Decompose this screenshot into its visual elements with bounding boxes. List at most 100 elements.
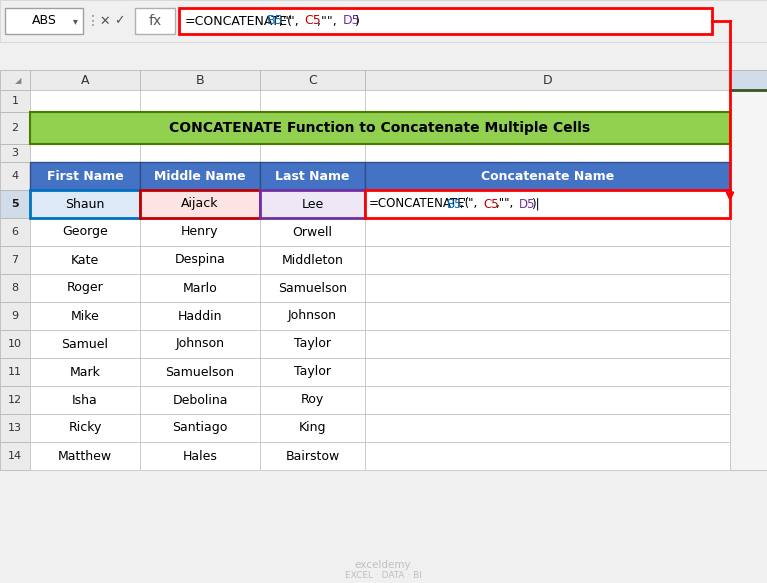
Text: B5: B5 [447, 198, 463, 210]
Bar [30, 190, 140, 218]
Text: Samuelson: Samuelson [278, 282, 347, 294]
Bar [365, 246, 730, 274]
Bar [140, 190, 260, 218]
Bar [0, 0, 767, 42]
Bar [365, 414, 730, 442]
Text: Mike: Mike [71, 310, 100, 322]
Text: Shaun: Shaun [65, 198, 104, 210]
Bar [0, 112, 30, 144]
Bar [260, 246, 365, 274]
Text: ⋮: ⋮ [86, 14, 100, 28]
Text: Roger: Roger [67, 282, 104, 294]
Bar [140, 414, 260, 442]
Bar [260, 144, 365, 162]
Text: ,"",: ,"", [318, 15, 337, 27]
Text: Lee: Lee [301, 198, 324, 210]
Bar [365, 442, 730, 470]
Bar [260, 442, 365, 470]
Text: Middleton: Middleton [281, 254, 344, 266]
Text: EXCEL · DATA · BI: EXCEL · DATA · BI [344, 571, 421, 580]
Text: ✓: ✓ [114, 15, 124, 27]
Bar [30, 414, 140, 442]
Text: CONCATENATE Function to Concatenate Multiple Cells: CONCATENATE Function to Concatenate Mult… [170, 121, 591, 135]
Bar [140, 302, 260, 330]
Bar [30, 90, 140, 112]
Text: D5: D5 [519, 198, 535, 210]
Bar [260, 274, 365, 302]
Text: Haddin: Haddin [178, 310, 222, 322]
Bar [140, 70, 260, 90]
Bar [0, 162, 30, 190]
Text: Marlo: Marlo [183, 282, 217, 294]
Text: Orwell: Orwell [292, 226, 333, 238]
Text: B5: B5 [267, 15, 284, 27]
Bar [260, 414, 365, 442]
Text: First Name: First Name [47, 170, 123, 182]
Text: 14: 14 [8, 451, 22, 461]
Bar [260, 218, 365, 246]
Bar [0, 190, 30, 218]
Bar [0, 358, 30, 386]
Text: 13: 13 [8, 423, 22, 433]
Bar [365, 90, 730, 112]
Bar [140, 386, 260, 414]
Bar [365, 70, 730, 90]
Bar [260, 386, 365, 414]
Text: B: B [196, 73, 204, 86]
Text: 3: 3 [12, 148, 18, 158]
Bar [140, 358, 260, 386]
Bar [30, 302, 140, 330]
Bar [365, 112, 730, 144]
Bar [365, 162, 730, 190]
Text: =CONCATENATE(: =CONCATENATE( [369, 198, 470, 210]
Bar [365, 330, 730, 358]
Bar [140, 442, 260, 470]
Bar [0, 70, 30, 90]
Bar [30, 358, 140, 386]
Text: Middle Name: Middle Name [154, 170, 245, 182]
Bar [0, 302, 30, 330]
Text: Henry: Henry [181, 226, 219, 238]
Text: Debolina: Debolina [173, 394, 228, 406]
Text: ,"",: ,"", [459, 198, 477, 210]
Text: 9: 9 [12, 311, 18, 321]
Text: 10: 10 [8, 339, 22, 349]
Text: 2: 2 [12, 123, 18, 133]
Bar [730, 70, 767, 470]
Text: ◢: ◢ [15, 76, 21, 86]
Bar [30, 112, 730, 144]
Text: fx: fx [148, 14, 162, 28]
Bar [365, 358, 730, 386]
Bar [0, 274, 30, 302]
Bar [0, 70, 767, 90]
Text: Bairstow: Bairstow [285, 449, 340, 462]
Bar [140, 218, 260, 246]
Bar [0, 144, 30, 162]
Bar [30, 190, 140, 218]
Bar [365, 218, 730, 246]
Bar [0, 442, 30, 470]
Text: =CONCATENATE(: =CONCATENATE( [185, 15, 293, 27]
Text: 8: 8 [12, 283, 18, 293]
Text: 12: 12 [8, 395, 22, 405]
Bar [365, 386, 730, 414]
Bar [260, 90, 365, 112]
Text: D: D [543, 73, 552, 86]
Bar [365, 190, 730, 218]
Bar [179, 8, 712, 34]
Text: )|: )| [531, 198, 540, 210]
Text: 11: 11 [8, 367, 22, 377]
Text: C5: C5 [304, 15, 321, 27]
Bar [140, 162, 260, 190]
Text: Shaun: Shaun [65, 198, 104, 210]
Bar [730, 70, 767, 90]
Text: Ricky: Ricky [68, 422, 102, 434]
Bar [5, 8, 83, 34]
Text: Isha: Isha [72, 394, 98, 406]
Bar [30, 442, 140, 470]
Text: ABS: ABS [31, 15, 57, 27]
Bar [30, 162, 140, 190]
Text: Hales: Hales [183, 449, 217, 462]
Bar [140, 112, 260, 144]
Text: ,"",: ,"", [279, 15, 299, 27]
